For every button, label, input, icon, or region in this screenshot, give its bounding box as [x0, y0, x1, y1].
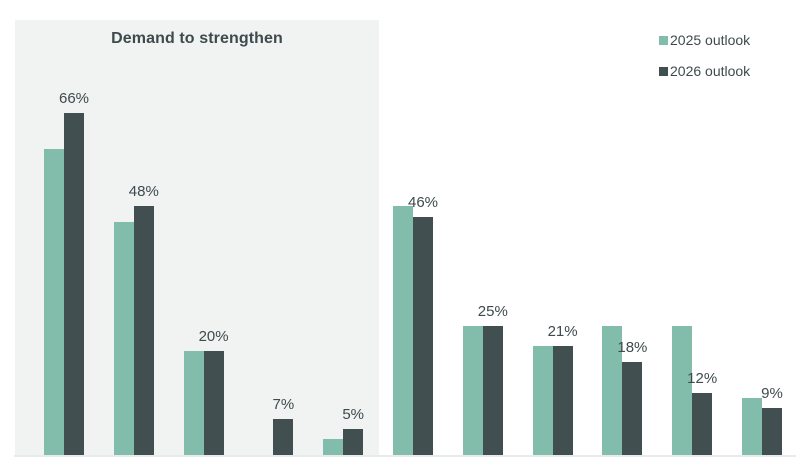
- bar-2025-outlook: [113, 221, 134, 455]
- region-title: Demand to strengthen: [111, 30, 283, 47]
- bar-value-label: 46%: [407, 193, 439, 211]
- bar-value-label: 66%: [58, 90, 90, 108]
- bar-2026-outlook: [552, 346, 573, 455]
- bar-value-label: 9%: [761, 385, 783, 403]
- bar-2026-outlook: [133, 206, 154, 455]
- bar-2025-outlook: [462, 325, 483, 455]
- x-axis-line: [14, 455, 796, 457]
- bar-value-label: 48%: [128, 183, 159, 201]
- bar-value-label: 12%: [687, 369, 718, 387]
- bar-2026-outlook: [622, 361, 643, 455]
- bar-2026-outlook: [762, 408, 782, 455]
- bar-2025-outlook: [44, 149, 64, 455]
- legend-label-2026: 2026 outlook: [670, 63, 751, 79]
- bar-2025-outlook: [672, 325, 693, 455]
- legend-item-2025-outlook: 2025 outlook: [659, 32, 751, 48]
- bar-2026-outlook: [692, 392, 713, 455]
- bar-2025-outlook: [602, 325, 623, 455]
- bar-value-label: 25%: [477, 302, 508, 320]
- bar-value-label: 18%: [617, 338, 648, 356]
- bar-2026-outlook: [273, 418, 294, 455]
- bar-2026-outlook: [343, 429, 364, 455]
- bar-2026-outlook: [482, 325, 503, 455]
- legend-label-2025: 2025 outlook: [670, 32, 751, 48]
- bar-2026-outlook: [203, 351, 224, 455]
- bar-2025-outlook: [183, 351, 204, 455]
- bar-2025-outlook: [323, 439, 344, 455]
- bar-2026-outlook: [413, 216, 433, 455]
- legend: 2025 outlook 2026 outlook: [659, 32, 751, 95]
- bar-2026-outlook: [64, 113, 84, 455]
- bar-2025-outlook: [532, 346, 553, 455]
- bar-value-label: 5%: [342, 406, 365, 424]
- legend-swatch-2025-icon: [659, 35, 668, 45]
- bar-value-label: 20%: [198, 328, 229, 346]
- legend-swatch-2026-icon: [659, 66, 668, 76]
- bar-value-label: 21%: [547, 323, 578, 341]
- legend-item-2026-outlook: 2026 outlook: [659, 63, 751, 79]
- bar-2025-outlook: [393, 206, 413, 455]
- bar-value-label: 7%: [272, 395, 295, 413]
- bar-2025-outlook: [742, 398, 762, 455]
